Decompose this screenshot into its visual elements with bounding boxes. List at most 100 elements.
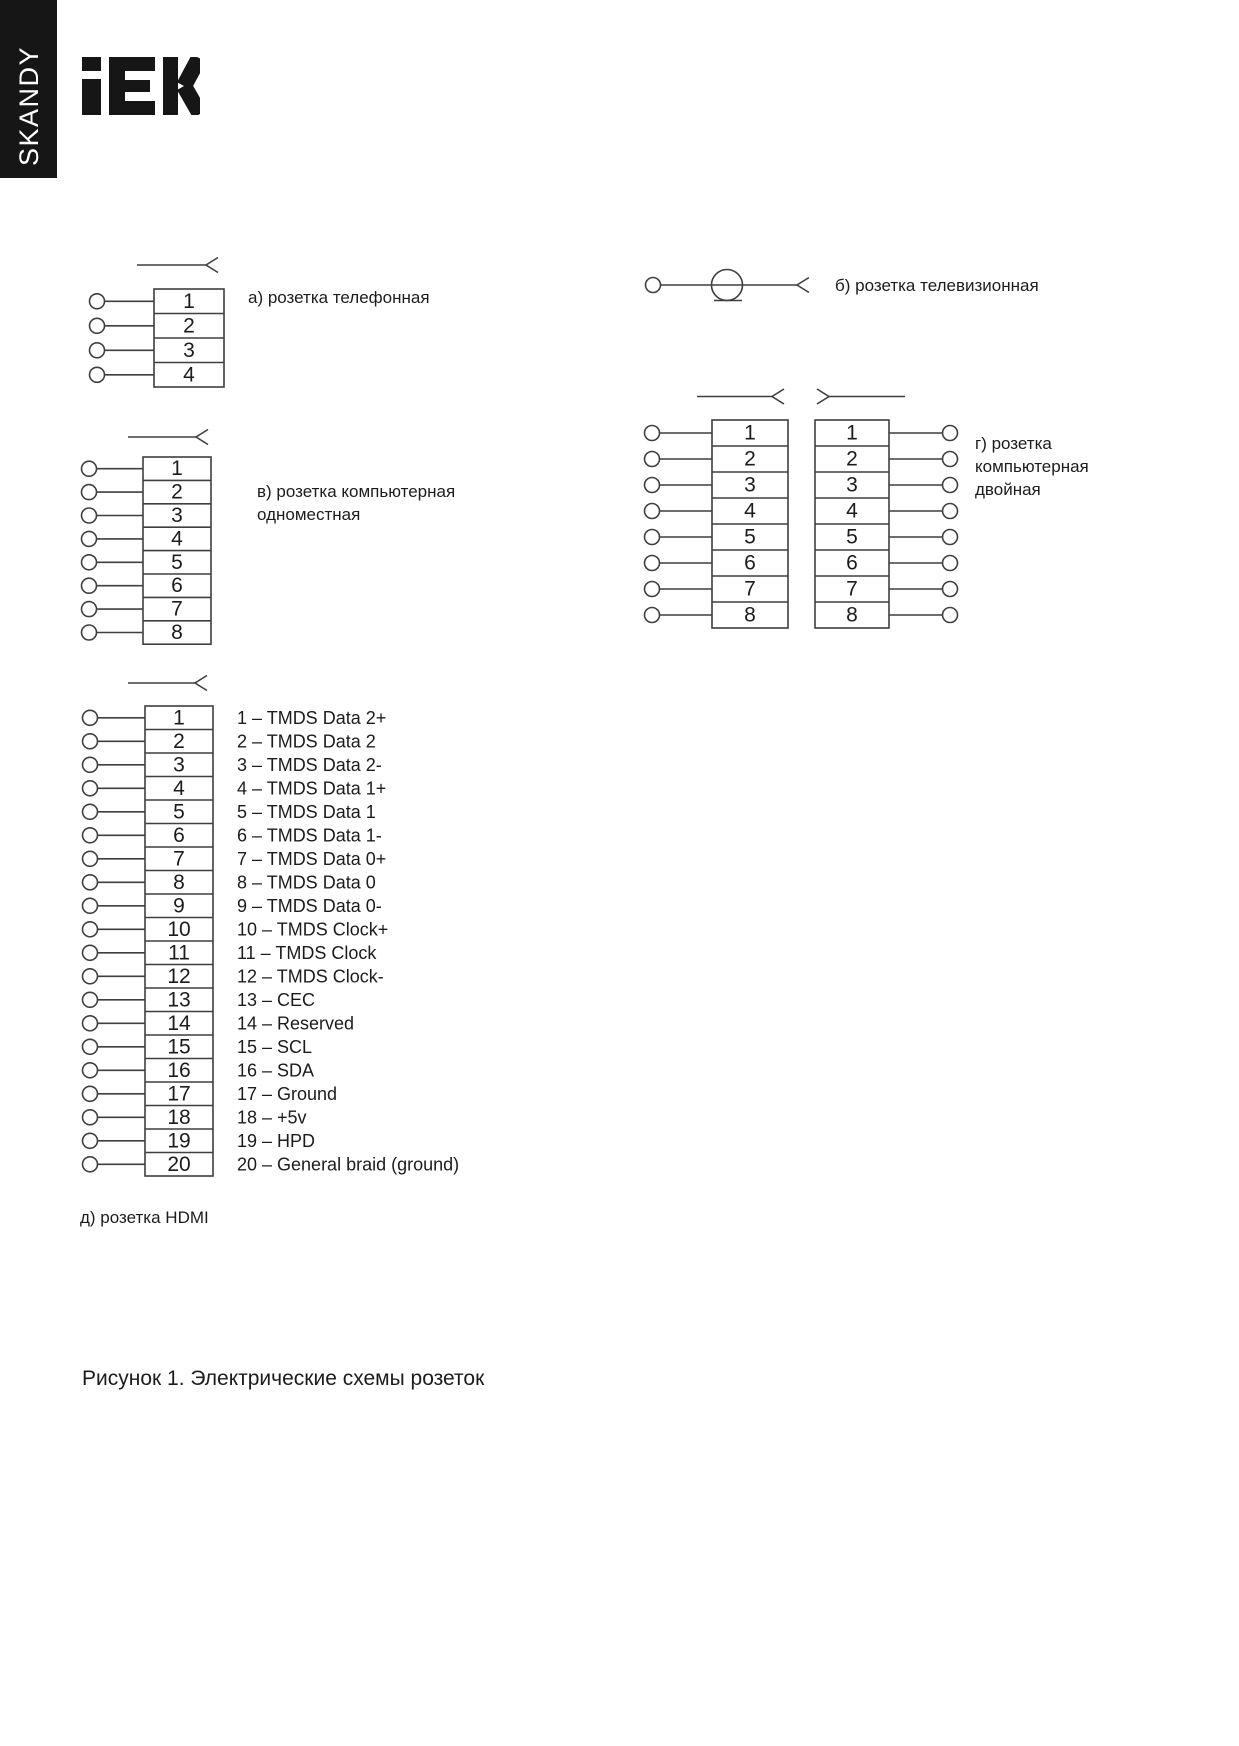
- terminal-circle: [81, 1062, 99, 1079]
- terminal-circle: [81, 826, 99, 844]
- pin-number: 4: [173, 777, 185, 800]
- pin-description: 6 – TMDS Data 1-: [237, 825, 382, 845]
- logo-e-left: [109, 57, 125, 115]
- label-computer-double-socket: г) розетка компьютерная двойная: [975, 432, 1089, 501]
- pin-number: 3: [183, 339, 195, 362]
- terminal-circle: [643, 424, 661, 442]
- terminal-circle: [81, 1109, 99, 1126]
- diagram-computer-double-socket-right: 1 2 3 4 5 6 7 8: [814, 388, 959, 629]
- pin-number: 8: [744, 604, 756, 627]
- pin-number: 7: [171, 598, 183, 621]
- terminal-circle: [80, 483, 98, 501]
- pin-number: 5: [846, 526, 858, 549]
- pin-description: 19 – HPD: [237, 1131, 315, 1151]
- pin-number: 5: [171, 551, 183, 574]
- pin-number: 2: [744, 448, 756, 471]
- pin-number: 2: [173, 730, 185, 753]
- terminal-circle: [80, 624, 98, 641]
- terminal-circle: [81, 967, 99, 985]
- pin-number: 3: [846, 474, 858, 497]
- terminal-circle: [81, 1132, 99, 1150]
- pin-description: 2 – TMDS Data 2: [237, 731, 376, 751]
- label-hdmi-socket: д) розетка HDMI: [80, 1208, 209, 1227]
- terminal-circle: [88, 292, 106, 310]
- terminal-circle: [643, 554, 661, 572]
- pin-number: 5: [744, 526, 756, 549]
- pin-description: 12 – TMDS Clock-: [237, 966, 384, 986]
- pin-description: 20 – General braid (ground): [237, 1154, 459, 1174]
- pin-number: 6: [744, 552, 756, 575]
- pin-number: 3: [173, 753, 185, 776]
- pin-number: 4: [846, 500, 858, 523]
- terminal-circle: [643, 450, 661, 468]
- terminal-circle: [643, 476, 661, 494]
- terminal-circle: [80, 577, 98, 595]
- terminal-circle: [941, 502, 959, 520]
- pin-number: 6: [846, 552, 858, 575]
- terminal-circle: [941, 580, 959, 598]
- label-line: компьютерная: [975, 457, 1089, 476]
- terminal-circle: [941, 606, 959, 624]
- pin-number: 9: [173, 894, 185, 917]
- pin-number: 3: [744, 474, 756, 497]
- pin-number: 1: [171, 457, 183, 480]
- plug-arrow-fork-icon: [194, 428, 209, 446]
- pin-number: 11: [168, 941, 190, 964]
- pin-description: 1 – TMDS Data 2+: [237, 708, 386, 728]
- pin-description: 17 – Ground: [237, 1084, 337, 1104]
- label-line: двойная: [975, 480, 1041, 499]
- plug-arrow-fork-icon: [204, 256, 219, 274]
- label-telephone-socket: а) розетка телефонная: [248, 288, 430, 307]
- terminal-circle: [88, 366, 106, 384]
- pin-number: 12: [167, 965, 190, 988]
- pin-number: 17: [167, 1082, 190, 1105]
- terminal-circle: [81, 803, 99, 821]
- pin-number: 7: [173, 847, 185, 870]
- pin-number: 6: [171, 574, 183, 597]
- logo-k-upper-arm: [176, 57, 200, 90]
- terminal-circle: [88, 317, 106, 335]
- pin-number: 10: [167, 918, 190, 941]
- pin-number: 15: [167, 1035, 190, 1058]
- logo-k-lower-arm: [177, 82, 200, 115]
- pin-number: 1: [173, 706, 185, 729]
- pin-number: 6: [173, 824, 185, 847]
- logo-e-top: [109, 57, 155, 71]
- pin-description: 7 – TMDS Data 0+: [237, 849, 386, 869]
- pin-number: 4: [744, 500, 756, 523]
- plug-arrow-fork-icon: [193, 674, 208, 692]
- terminal-circle: [81, 850, 99, 868]
- terminal-circle: [81, 1014, 99, 1032]
- pin-number: 1: [183, 290, 195, 313]
- terminal-circle: [81, 873, 99, 891]
- pin-description: 13 – CEC: [237, 990, 315, 1010]
- terminal-circle: [80, 530, 98, 548]
- pin-number: 2: [846, 448, 858, 471]
- pin-number: 18: [167, 1106, 190, 1129]
- diagram-computer-double-socket-left: 1 2 3 4 5 6 7 8: [643, 388, 789, 629]
- plug-arrow-fork-icon: [816, 388, 831, 405]
- terminal-circle: [81, 1038, 99, 1056]
- pin-number: 4: [171, 527, 183, 550]
- pin-number: 1: [846, 422, 858, 445]
- pin-description: 11 – TMDS Clock: [237, 943, 377, 963]
- terminal-circle: [941, 424, 959, 442]
- terminal-circle: [81, 920, 99, 938]
- terminal-circle: [88, 341, 106, 359]
- pin-number: 14: [167, 1012, 191, 1035]
- terminal-circle: [941, 528, 959, 546]
- terminal-circle: [941, 450, 959, 468]
- terminal-circle: [81, 1156, 99, 1173]
- terminal-circle: [81, 897, 99, 915]
- label-tv-socket: б) розетка телевизионная: [835, 276, 1039, 295]
- pin-number: 20: [167, 1153, 190, 1176]
- pin-number: 2: [171, 481, 183, 504]
- plug-arrow-fork-icon: [770, 388, 785, 405]
- label-computer-single-socket: в) розетка компьютерная одноместная: [257, 480, 455, 526]
- pin-number: 19: [167, 1129, 190, 1152]
- logo-i-stem: [82, 79, 101, 115]
- logo-e-mid: [125, 80, 150, 92]
